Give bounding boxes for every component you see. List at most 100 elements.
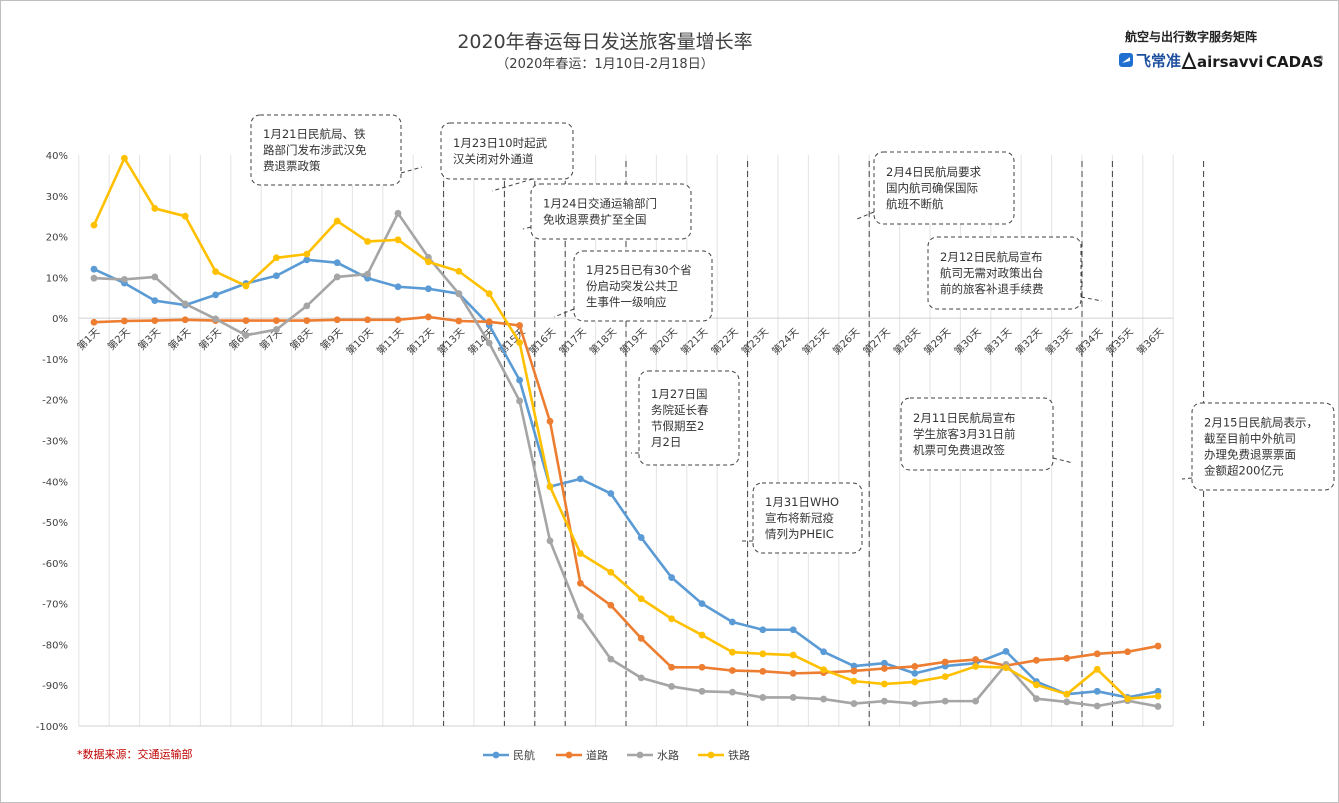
annotation-text: 截至目前中外航司 <box>1204 432 1296 446</box>
series-point-0 <box>729 618 736 626</box>
series-point-2 <box>333 273 341 281</box>
series-point-0 <box>911 669 919 677</box>
annotations: 1月21日民航局、铁路部门发布涉武汉免费退票政策1月23日10时起武汉关闭对外通… <box>250 114 1335 554</box>
annotation-text: 2月15日民航局表示， <box>1204 416 1318 430</box>
annotation-text: 办理免费退票票面 <box>1204 448 1296 462</box>
legend-swatch-dot <box>565 751 573 759</box>
series-point-0 <box>1002 647 1010 655</box>
annotation-text: 前的旅客补退手续费 <box>940 282 1044 296</box>
cadas-logo-text: CADAS <box>1266 53 1323 71</box>
annotation-box <box>440 122 574 180</box>
annotation-text: 1月21日民航局、铁 <box>263 127 366 141</box>
x-tick-label: 第27天 <box>860 325 892 357</box>
x-tick-label: 第16天 <box>526 325 558 357</box>
series-point-2 <box>1093 702 1101 710</box>
x-tick-label: 第12天 <box>404 325 436 357</box>
x-tick-label: 第36天 <box>1134 325 1166 357</box>
series-point-1 <box>941 658 949 666</box>
series-point-3 <box>1063 690 1071 698</box>
y-tick-label: 40% <box>46 151 68 162</box>
annotation-text: 务院延长春 <box>651 403 709 417</box>
series-point-3 <box>607 568 615 576</box>
series-point-2 <box>637 674 645 682</box>
series-point-3 <box>881 680 888 688</box>
x-tick-label: 第33天 <box>1043 325 1075 357</box>
series-line-1 <box>93 315 1159 675</box>
series-point-0 <box>425 285 432 293</box>
series-point-0 <box>759 626 767 634</box>
legend-label: 民航 <box>513 748 535 762</box>
series-point-3 <box>181 212 189 220</box>
y-tick-label: 10% <box>46 273 68 284</box>
annotation-text: 航班不断航 <box>886 197 944 211</box>
series-point-3 <box>455 267 463 275</box>
series-point-0 <box>333 259 341 267</box>
series-point-1 <box>850 667 858 675</box>
series-point-1 <box>1093 650 1101 658</box>
series-point-2 <box>546 537 554 545</box>
x-tick-label: 第11天 <box>374 325 406 357</box>
legend-swatch-dot <box>636 751 644 759</box>
chart-title: 2020年春运每日发送旅客量增长率 <box>457 31 752 53</box>
series-point-2 <box>455 290 463 298</box>
annotation-box <box>752 482 863 554</box>
x-tick-label: 第22天 <box>708 325 740 357</box>
series-point-2 <box>181 300 189 308</box>
series-point-2 <box>212 315 220 323</box>
x-tick-label: 第26天 <box>830 325 862 357</box>
series-point-3 <box>1124 695 1131 703</box>
series-point-3 <box>850 677 858 685</box>
series-point-2 <box>577 612 584 620</box>
series-point-0 <box>394 283 402 291</box>
series-point-1 <box>577 579 584 587</box>
annotation-connector <box>553 308 575 318</box>
series-point-2 <box>273 326 280 333</box>
series-point-1 <box>333 316 341 324</box>
series-point-0 <box>273 272 280 280</box>
series-point-2 <box>698 687 706 695</box>
legend-item: 道路 <box>556 748 608 762</box>
annotation-text: 机票可免费退改签 <box>913 443 1005 457</box>
annotation-text: 路部门发布涉武汉免 <box>263 143 367 157</box>
series-lines <box>90 154 1162 710</box>
series-point-3 <box>698 631 706 639</box>
annotation-text: 1月25日已有30个省 <box>586 263 692 277</box>
series-point-1 <box>1033 656 1040 664</box>
series-point-3 <box>820 666 827 674</box>
series-point-3 <box>212 268 220 276</box>
x-tick-label: 第19天 <box>617 325 649 357</box>
series-point-1 <box>1124 648 1131 656</box>
series-point-1 <box>911 663 919 670</box>
series-point-3 <box>364 238 371 245</box>
x-tick-label: 第13天 <box>435 325 467 357</box>
series-point-3 <box>1002 664 1010 672</box>
x-tick-label: 第32天 <box>1012 325 1044 357</box>
legend-swatch-dot <box>492 751 500 759</box>
y-tick-label: -60% <box>42 559 68 570</box>
series-point-3 <box>729 648 736 656</box>
series-point-3 <box>1093 665 1101 673</box>
y-tick-label: 20% <box>46 233 68 244</box>
series-point-2 <box>151 273 159 281</box>
series-point-3 <box>303 250 311 258</box>
annotation-text: 1月23日10时起武 <box>453 136 548 150</box>
series-point-1 <box>121 317 128 325</box>
series-point-2 <box>121 275 128 283</box>
series-point-0 <box>516 376 523 384</box>
series-point-0 <box>1154 687 1162 695</box>
x-tick-label: 第10天 <box>343 325 375 357</box>
series-point-2 <box>242 331 250 339</box>
legend: 民航 道路 水路 铁路 <box>483 748 750 762</box>
series-point-3 <box>972 663 979 670</box>
series-point-3 <box>394 236 402 244</box>
annotation-box <box>638 370 740 466</box>
series-point-2 <box>668 683 675 690</box>
branding-title: 航空与出行数字服务矩阵 <box>1125 29 1257 44</box>
series-point-1 <box>455 317 463 325</box>
x-tick-label: 第20天 <box>647 325 679 357</box>
registered-mark: ® <box>1317 55 1324 63</box>
